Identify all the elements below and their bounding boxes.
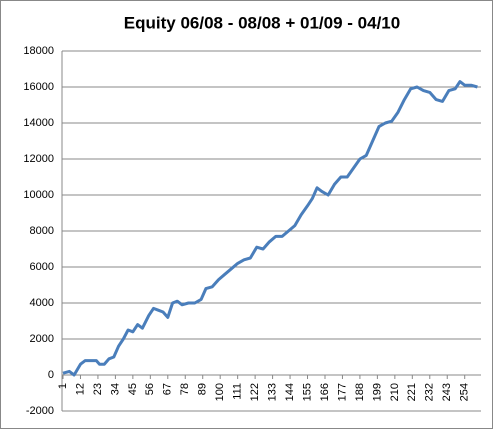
x-tick-label: 111 — [232, 383, 244, 400]
x-tick-label: 221 — [406, 383, 418, 401]
y-tick-label: 0 — [48, 369, 54, 381]
x-tick-label: 12 — [74, 383, 86, 395]
x-tick-label: 166 — [319, 383, 331, 401]
x-tick-label: 144 — [284, 383, 296, 401]
y-tick-label: 4000 — [30, 297, 54, 309]
x-tick-label: 45 — [127, 383, 139, 395]
x-tick-label: 243 — [441, 383, 453, 401]
x-tick-label: 210 — [389, 383, 401, 401]
x-tick-label: 56 — [144, 383, 156, 395]
y-tick-label: 18000 — [23, 45, 54, 57]
y-tick-label: 16000 — [23, 81, 54, 93]
x-tick-label: 78 — [179, 383, 191, 395]
y-tick-label: 12000 — [23, 153, 54, 165]
x-tick-label: 188 — [354, 383, 366, 401]
x-tick-label: 89 — [197, 383, 209, 395]
x-tick-label: 1 — [57, 383, 69, 389]
x-tick-label: 254 — [459, 383, 471, 401]
x-tick-label: 23 — [92, 383, 104, 395]
x-tick-label: 133 — [266, 383, 278, 401]
x-tick-label: 34 — [109, 383, 121, 395]
x-tick-label: 122 — [249, 383, 261, 401]
x-tick-label: 177 — [336, 383, 348, 401]
chart-title: Equity 06/08 - 08/08 + 01/09 - 04/10 — [124, 13, 400, 32]
y-tick-label: 10000 — [23, 189, 54, 201]
y-tick-label: 2000 — [30, 333, 54, 345]
y-tick-label: -2000 — [26, 405, 54, 417]
y-tick-label: 8000 — [30, 225, 54, 237]
line-series — [62, 80, 478, 377]
y-tick-label: 14000 — [23, 117, 54, 129]
x-tick-label: 155 — [301, 383, 313, 401]
y-tick-label: 6000 — [30, 261, 54, 273]
x-tick-label: 67 — [162, 383, 174, 395]
x-tick-label: 100 — [214, 383, 226, 401]
x-tick-label: 199 — [371, 383, 383, 401]
x-tick-label: 232 — [424, 383, 436, 401]
